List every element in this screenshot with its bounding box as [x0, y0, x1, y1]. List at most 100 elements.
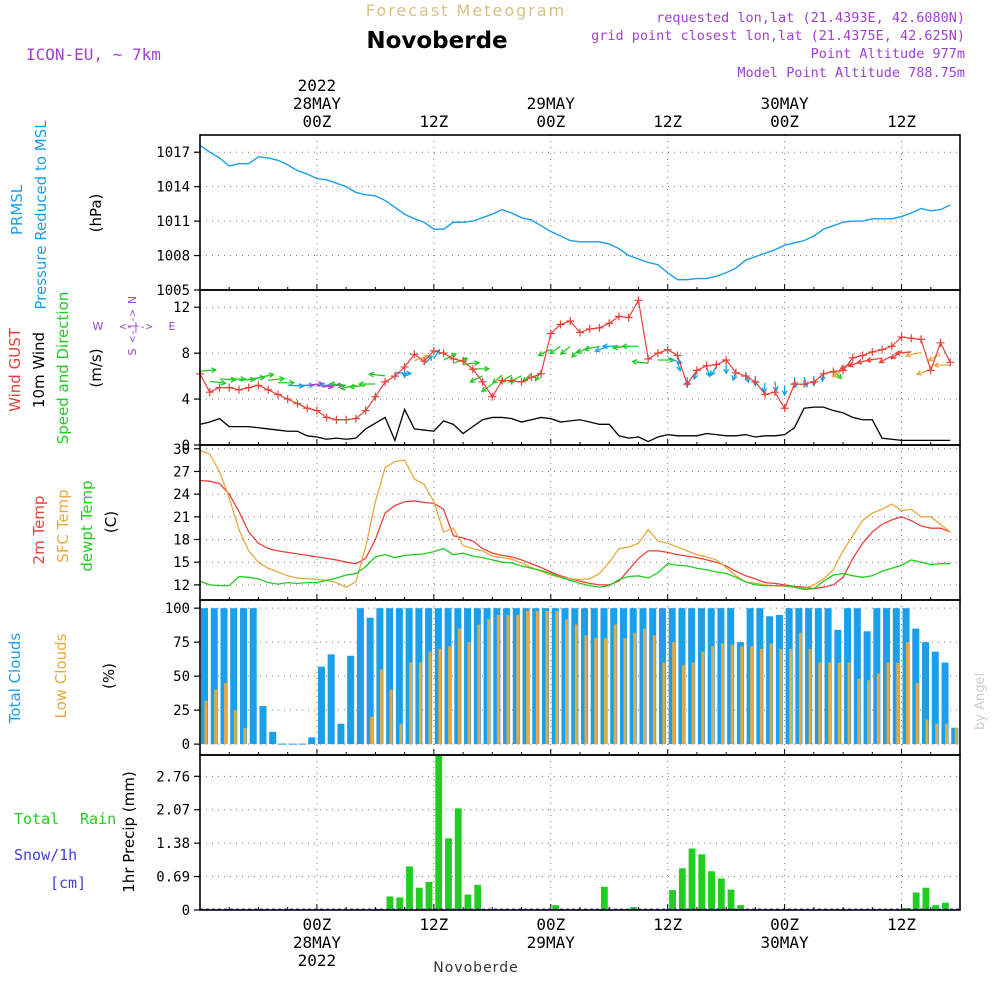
wind-direction-arrowhead: [611, 344, 618, 351]
wind-direction-arrow: [895, 351, 912, 355]
low-cloud-bar: [565, 619, 568, 745]
low-cloud-bar: [633, 632, 637, 745]
wind-ytick-label: 12: [173, 300, 190, 316]
wind-direction-arrowhead: [484, 365, 491, 372]
wind-direction-arrowhead: [491, 378, 498, 384]
temp-sfc-line: [199, 449, 951, 590]
low-cloud-bar: [828, 662, 832, 745]
pressure-label-unit: (hPa): [87, 194, 105, 233]
temperature-ytick-label: 12: [173, 578, 190, 594]
bottom-time-label: 2022: [298, 951, 337, 970]
labels-layer: 1005100810111014101704812121518212427300…: [6, 76, 916, 970]
wind-gust-marker: [283, 395, 292, 404]
wind-gust-marker: [273, 390, 282, 399]
wind-gust-line: [199, 298, 951, 421]
low-cloud-bar: [526, 610, 529, 745]
wind-gust-marker: [722, 356, 731, 365]
temperature-ytick-label: 18: [173, 533, 190, 549]
low-cloud-bar: [409, 662, 413, 745]
total-cloud-bar: [259, 706, 267, 745]
precip-bar: [708, 871, 715, 910]
low-cloud-bar: [506, 614, 510, 745]
wind-gust-marker: [244, 383, 253, 392]
temp-label-dewpt: dewpt Temp: [78, 480, 96, 571]
grid-layer: [200, 135, 960, 911]
wind-direction-arrowhead: [469, 377, 476, 383]
low-cloud-bar: [477, 624, 481, 745]
top-time-label: 28MAY: [293, 94, 342, 113]
low-cloud-bar: [915, 682, 919, 745]
low-cloud-bar: [370, 716, 374, 745]
low-cloud-bar: [613, 624, 617, 745]
wind-gust-marker: [439, 349, 448, 358]
total-cloud-bar: [922, 642, 930, 745]
precip-bar: [425, 881, 433, 910]
low-cloud-bar: [379, 669, 383, 745]
low-cloud-bar: [438, 648, 442, 745]
low-cloud-bar: [789, 648, 793, 745]
wind-gust-marker: [234, 385, 243, 394]
wind-direction-arrow: [793, 376, 797, 387]
wind-direction-arrow: [307, 382, 324, 386]
wind-gust-marker: [498, 376, 507, 385]
wind-gust-marker: [420, 357, 429, 366]
wind-gust-marker: [459, 357, 468, 366]
wind-direction-arrowhead: [710, 370, 716, 377]
precip-bar: [698, 854, 706, 910]
wind-gust-marker: [644, 354, 653, 363]
wind-gust-marker: [819, 369, 828, 378]
precip-bar: [678, 868, 686, 910]
wind-gust-marker: [897, 333, 906, 342]
bottom-time-label: 12Z: [653, 915, 682, 934]
wind-direction-arrow: [584, 345, 600, 351]
wind-direction-arrowhead: [583, 345, 590, 352]
wind-direction-arrowhead: [631, 359, 638, 365]
low-cloud-bar: [555, 610, 559, 745]
low-cloud-bar: [818, 662, 822, 745]
requested-lonlat: requested lon,lat (21.4393E, 42.6080N): [656, 10, 965, 26]
precip-bar: [474, 884, 482, 910]
low-cloud-bar: [584, 635, 588, 745]
wind-direction-arrow: [571, 348, 581, 358]
top-time-label: 29MAY: [527, 94, 576, 113]
wind-gust-marker: [410, 350, 419, 359]
wind-direction-arrowhead: [819, 376, 826, 383]
total-cloud-bar: [386, 608, 394, 745]
low-cloud-bar: [779, 648, 783, 745]
wind-direction-arrow: [560, 345, 571, 355]
low-cloud-bar: [769, 643, 773, 745]
total-cloud-bar: [317, 666, 325, 745]
low-cloud-bar: [535, 610, 539, 745]
low-cloud-bar: [876, 673, 880, 745]
low-cloud-bar: [925, 719, 929, 745]
clouds-label-unit: (%): [100, 663, 118, 689]
wind-direction-arrowhead: [890, 353, 897, 360]
low-cloud-bar: [867, 680, 870, 745]
wind-direction-arrowhead: [508, 377, 515, 383]
wind-gust-marker: [868, 348, 877, 356]
low-cloud-bar: [214, 689, 218, 745]
wind-gust-marker: [653, 349, 662, 358]
wind-direction-arrowhead: [549, 348, 556, 355]
wind-direction-arrowhead: [723, 368, 730, 375]
top-time-label: 30MAY: [761, 94, 810, 113]
wind-gust-marker: [614, 312, 623, 321]
bottom-time-label: 12Z: [419, 915, 448, 934]
total-cloud-bar: [210, 608, 218, 745]
temp-2m-line: [199, 479, 951, 590]
precip-bar: [445, 838, 452, 910]
wind-direction-arrowhead: [298, 382, 305, 389]
low-cloud-bar: [945, 723, 948, 745]
clouds-ytick-label: 75: [173, 635, 190, 651]
wind-gust-marker: [829, 367, 838, 376]
pressure-ytick-label: 1017: [156, 145, 190, 161]
wind-gust-marker: [800, 380, 809, 389]
frames-layer: [194, 134, 961, 911]
wind-direction-arrow: [676, 361, 681, 371]
wind-gust-marker: [332, 415, 341, 424]
pressure-line: [199, 144, 951, 281]
low-cloud-bar: [642, 628, 646, 745]
wind-gust-marker: [429, 346, 438, 355]
wind-gust-marker: [673, 351, 682, 360]
wind-direction-arrow: [219, 378, 236, 381]
